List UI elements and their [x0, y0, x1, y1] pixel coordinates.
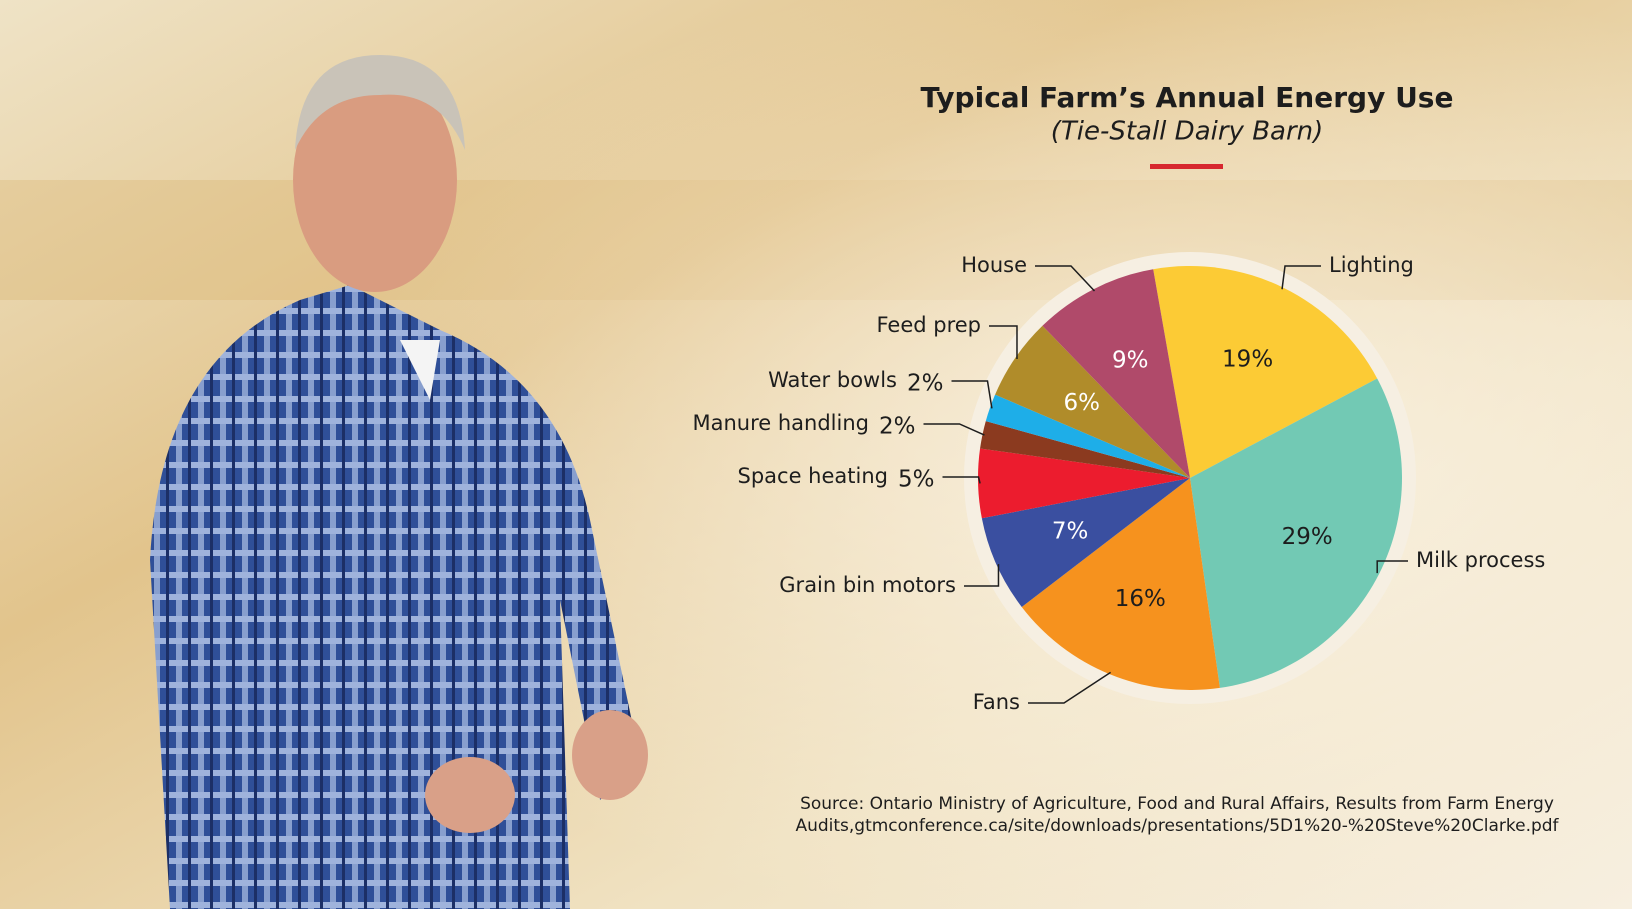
slice-value: 16% — [1115, 586, 1166, 612]
slice-label: House — [961, 253, 1027, 277]
slice-label: Space heating — [738, 464, 888, 488]
title-rule — [1150, 164, 1223, 169]
slice-value: 7% — [1052, 518, 1089, 544]
chart-subtitle: (Tie-Stall Dairy Barn) — [1051, 117, 1324, 147]
source-line: Audits,gtmconference.ca/site/downloads/p… — [795, 816, 1559, 836]
slice-label: Water bowls — [768, 368, 897, 392]
slice-value: 6% — [1063, 390, 1100, 416]
slice-label: Milk process — [1416, 548, 1545, 572]
page: {"chart_data": { "type": "pie", "title":… — [0, 0, 1632, 909]
slice-value: 2% — [907, 371, 944, 397]
slice-value: 9% — [1112, 347, 1149, 373]
chart-title: Typical Farm’s Annual Energy Use — [921, 81, 1454, 114]
slice-label: Grain bin motors — [779, 573, 956, 597]
slice-value: 2% — [879, 414, 916, 440]
source-line: Source: Ontario Ministry of Agriculture,… — [800, 794, 1554, 814]
infographic: Typical Farm’s Annual Energy Use (Tie-St… — [0, 0, 1632, 909]
slice-value: 19% — [1222, 346, 1273, 372]
slice-label: Lighting — [1329, 253, 1414, 277]
slice-label: Manure handling — [692, 411, 869, 435]
slice-value: 29% — [1282, 524, 1333, 550]
slice-label: Fans — [973, 690, 1020, 714]
slice-label: Feed prep — [876, 313, 981, 337]
slice-value: 5% — [898, 467, 935, 493]
